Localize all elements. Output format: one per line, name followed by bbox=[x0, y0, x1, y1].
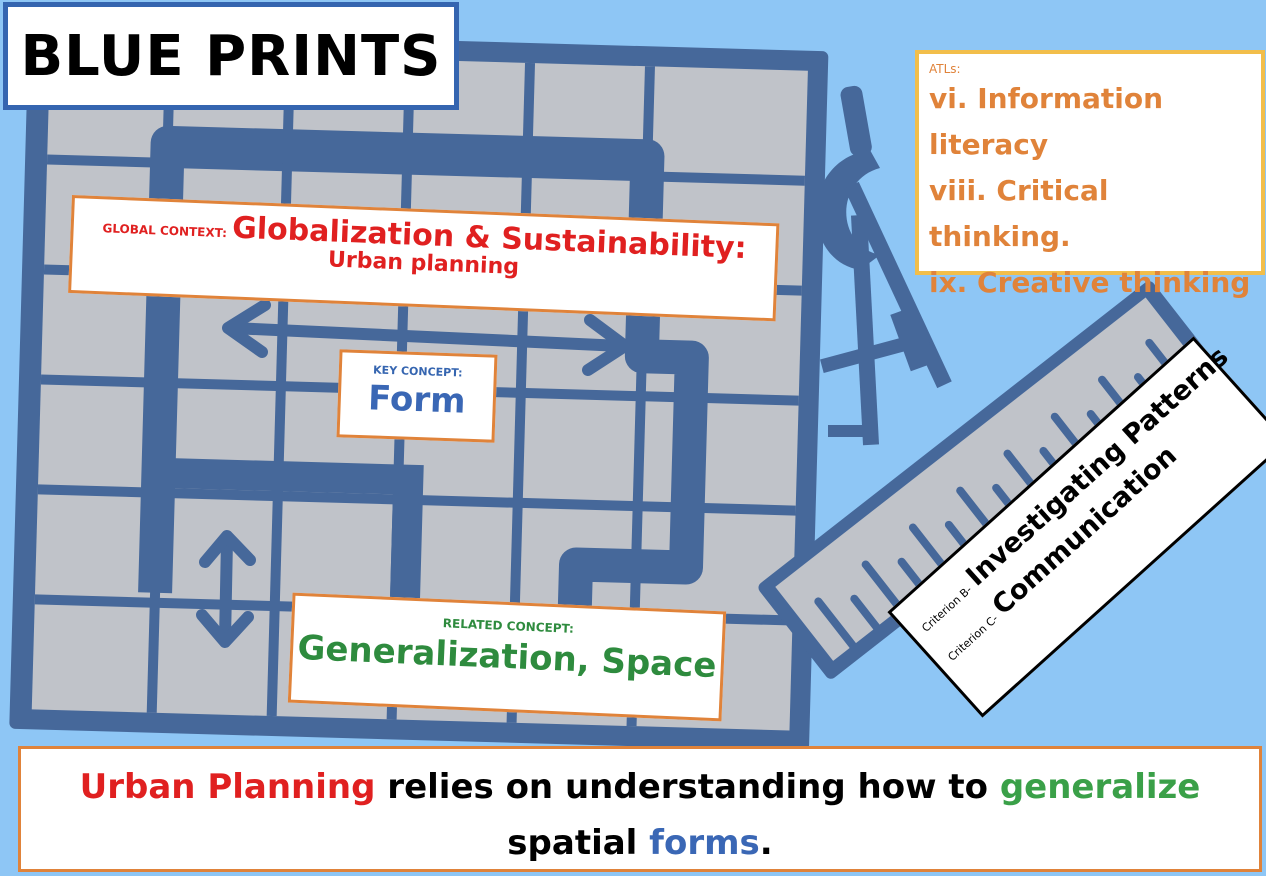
statement-text-a: relies on understanding how to bbox=[375, 767, 1000, 807]
statement-text-b: spatial bbox=[507, 823, 650, 863]
statement-box: Urban Planning relies on understanding h… bbox=[18, 746, 1262, 872]
atl-line: ix. Creative thinking bbox=[929, 266, 1251, 299]
related-concept-box: RELATED CONCEPT: Generalization, Space bbox=[287, 592, 727, 722]
atls-label: ATLs: bbox=[929, 62, 961, 76]
statement-period: . bbox=[759, 823, 773, 863]
title-box: BLUE PRINTS bbox=[3, 2, 459, 110]
page-title: BLUE PRINTS bbox=[20, 23, 442, 89]
atl-line: vi. Information bbox=[929, 82, 1164, 115]
statement-generalize: generalize bbox=[999, 767, 1201, 807]
horizontal-arrow-icon bbox=[222, 299, 631, 376]
atl-line: viii. Critical thinking. bbox=[929, 174, 1109, 253]
global-context-label: GLOBAL CONTEXT: bbox=[102, 221, 228, 241]
key-concept-box: KEY CONCEPT: Form bbox=[336, 349, 498, 443]
criterion-c-label: Criterion C- bbox=[945, 612, 1001, 664]
key-concept-value: Form bbox=[367, 378, 467, 422]
compass-icon bbox=[816, 85, 952, 446]
atls-box: ATLs: vi. Information literacy viii. Cri… bbox=[915, 50, 1265, 299]
statement-urban-planning: Urban Planning bbox=[79, 767, 376, 807]
atl-line: literacy bbox=[929, 128, 1049, 161]
statement-forms: forms bbox=[649, 823, 760, 863]
vertical-arrow-icon bbox=[196, 530, 256, 648]
statement-text: Urban Planning relies on understanding h… bbox=[61, 759, 1219, 871]
